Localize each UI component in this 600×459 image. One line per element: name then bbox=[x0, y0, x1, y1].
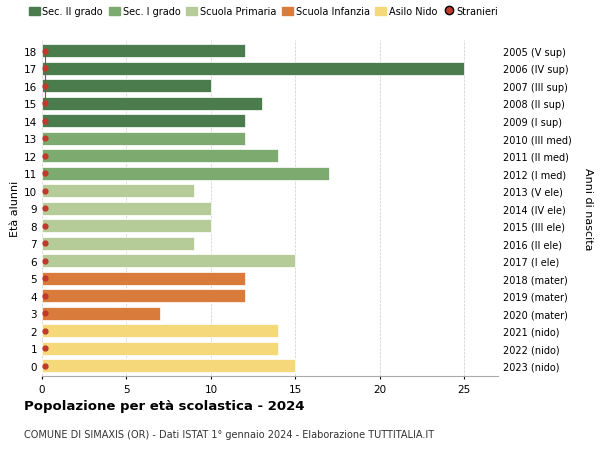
Bar bbox=[42, 45, 245, 58]
Y-axis label: Anni di nascita: Anni di nascita bbox=[583, 168, 593, 250]
Bar bbox=[42, 307, 160, 320]
Bar bbox=[42, 150, 278, 163]
Text: COMUNE DI SIMAXIS (OR) - Dati ISTAT 1° gennaio 2024 - Elaborazione TUTTITALIA.IT: COMUNE DI SIMAXIS (OR) - Dati ISTAT 1° g… bbox=[24, 429, 434, 439]
Bar bbox=[42, 290, 245, 302]
Bar bbox=[42, 255, 295, 268]
Bar bbox=[42, 98, 262, 111]
Bar bbox=[42, 133, 245, 146]
Bar bbox=[42, 342, 278, 355]
Bar bbox=[42, 63, 464, 76]
Legend: Sec. II grado, Sec. I grado, Scuola Primaria, Scuola Infanzia, Asilo Nido, Stran: Sec. II grado, Sec. I grado, Scuola Prim… bbox=[29, 7, 499, 17]
Y-axis label: Età alunni: Età alunni bbox=[10, 181, 20, 237]
Bar bbox=[42, 220, 211, 233]
Bar bbox=[42, 80, 211, 93]
Bar bbox=[42, 115, 245, 128]
Bar bbox=[42, 237, 194, 250]
Bar bbox=[42, 359, 295, 372]
Bar bbox=[42, 185, 194, 198]
Text: Popolazione per età scolastica - 2024: Popolazione per età scolastica - 2024 bbox=[24, 399, 305, 412]
Bar bbox=[42, 168, 329, 180]
Bar bbox=[42, 272, 245, 285]
Bar bbox=[42, 202, 211, 215]
Bar bbox=[42, 325, 278, 337]
